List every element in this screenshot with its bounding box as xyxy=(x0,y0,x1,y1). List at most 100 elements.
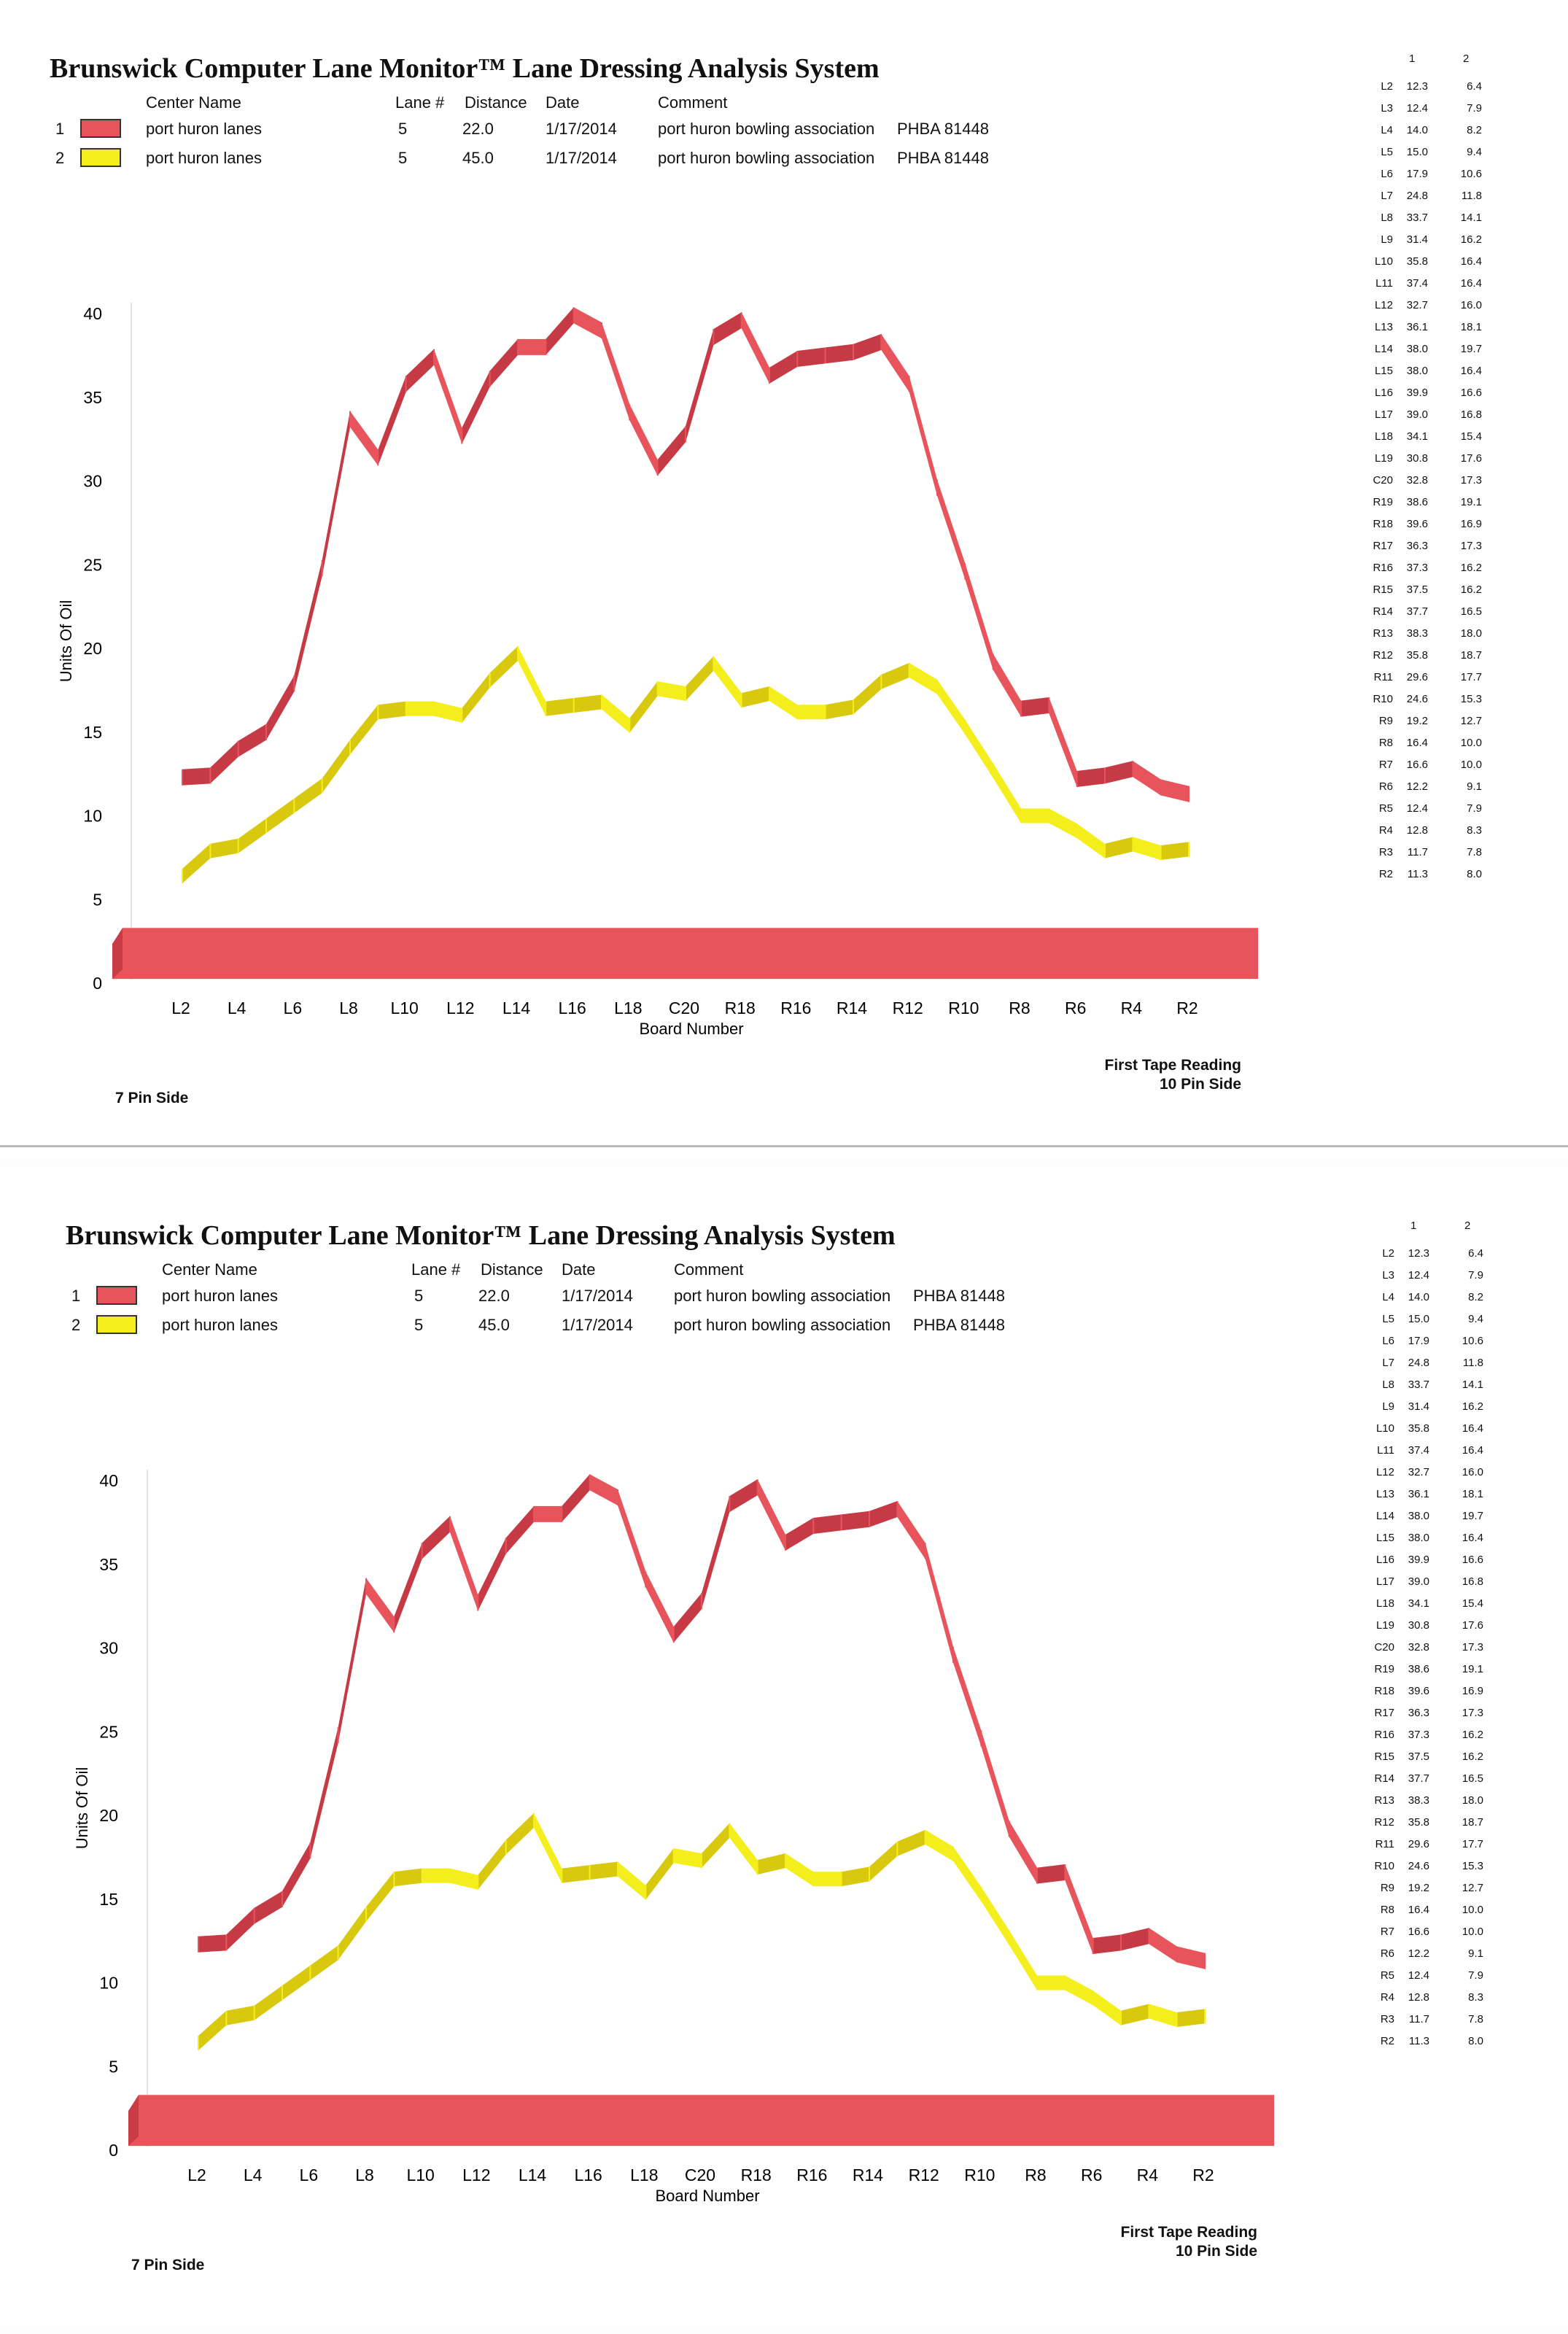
series-1-point xyxy=(1204,1953,1206,1969)
series-1-segment xyxy=(925,1543,953,1663)
series-1-segment xyxy=(1176,1946,1205,1969)
series-1-point xyxy=(561,1505,563,1522)
series-2-point xyxy=(1064,1975,1066,1990)
series-2-point xyxy=(282,1985,283,2001)
series-2-segment xyxy=(338,1907,366,1961)
row-comment: port huron bowling association xyxy=(658,149,875,167)
series-1-point xyxy=(517,338,519,355)
series-1-point xyxy=(461,427,463,444)
y-tick-label: 5 xyxy=(109,2057,118,2076)
table-value-1: 16.6 xyxy=(1406,759,1428,771)
table-value-2: 19.1 xyxy=(1462,1663,1483,1675)
series-2-segment xyxy=(741,686,769,708)
y-tick-label: 25 xyxy=(83,555,102,574)
table-board: R17 xyxy=(1374,1707,1394,1719)
table-board: R7 xyxy=(1378,759,1393,771)
series-1-segment xyxy=(378,376,406,466)
series-2-point xyxy=(517,645,519,661)
series-1-segment xyxy=(338,1578,366,1743)
series-2-segment xyxy=(897,1829,925,1856)
series-2-segment xyxy=(394,1868,422,1887)
table-value-2: 8.2 xyxy=(1468,1291,1483,1303)
series-1-point xyxy=(840,1514,842,1531)
table-value-1: 16.4 xyxy=(1406,737,1428,749)
series-2-segment xyxy=(1176,2009,1205,2027)
series-1-point xyxy=(740,312,742,329)
series-1-segment xyxy=(294,559,322,692)
table-value-1: 24.8 xyxy=(1406,190,1428,202)
table-board: L18 xyxy=(1374,430,1393,443)
series-2-segment xyxy=(405,701,434,716)
table-value-2: 16.4 xyxy=(1462,1532,1483,1544)
series-1-segment xyxy=(853,334,882,360)
x-tick-label: L18 xyxy=(630,2166,658,2184)
table-board: R10 xyxy=(1374,1860,1394,1872)
series-1-point xyxy=(756,1479,758,1496)
row-lane: 5 xyxy=(398,149,408,167)
x-tick-label: R8 xyxy=(1009,999,1030,1017)
series-1-point xyxy=(685,426,686,443)
row-lane: 5 xyxy=(398,120,408,138)
y-tick-label: 35 xyxy=(99,1555,118,1574)
x-tick-label: L12 xyxy=(462,2166,490,2184)
pin-side-left: 7 Pin Side xyxy=(115,1090,189,1106)
series-2-point xyxy=(601,694,602,710)
series-1-point xyxy=(449,1516,451,1532)
x-tick-label: R6 xyxy=(1065,999,1086,1017)
table-value-1: 12.4 xyxy=(1408,1969,1429,1982)
series-2-point xyxy=(198,2036,199,2051)
table-board: L13 xyxy=(1374,321,1393,333)
table-value-2: 8.3 xyxy=(1467,824,1482,837)
table-value-1: 36.1 xyxy=(1406,321,1428,333)
series-2-segment xyxy=(573,694,602,713)
series-2-segment xyxy=(1065,1975,1093,2006)
table-value-1: 35.8 xyxy=(1408,1816,1429,1829)
series-1-point xyxy=(1104,767,1106,784)
series-2-ribbon xyxy=(198,1812,1206,2051)
table-board: R14 xyxy=(1374,1772,1394,1785)
table-board: R13 xyxy=(1374,1794,1394,1807)
series-1-point xyxy=(545,338,547,355)
x-tick-label: R12 xyxy=(893,999,923,1017)
row-date: 1/17/2014 xyxy=(562,1316,633,1334)
y-tick-label: 10 xyxy=(99,1974,118,1993)
table-board: L11 xyxy=(1375,277,1393,290)
table-value-2: 18.1 xyxy=(1460,321,1482,333)
series-1-segment xyxy=(741,312,769,384)
table-value-2: 17.6 xyxy=(1462,1619,1483,1632)
y-tick-label: 25 xyxy=(99,1722,118,1741)
series-1-point xyxy=(869,1511,870,1527)
y-tick-label: 0 xyxy=(109,2141,118,2160)
series-2-point xyxy=(1104,843,1106,858)
x-tick-label: L2 xyxy=(171,999,190,1017)
table-board: L10 xyxy=(1374,255,1393,268)
header-distance: Distance xyxy=(481,1260,543,1279)
y-axis-label: Units Of Oil xyxy=(73,1767,91,1849)
series-1-segment xyxy=(310,1726,338,1859)
row-index: 1 xyxy=(71,1287,81,1305)
row-index: 2 xyxy=(55,149,65,167)
table-value-1: 19.2 xyxy=(1408,1882,1429,1894)
series-2-point xyxy=(253,2005,255,2020)
table-value-2: 14.1 xyxy=(1462,1379,1483,1391)
series-1-point xyxy=(1148,1928,1150,1945)
table-value-1: 35.8 xyxy=(1406,649,1428,662)
row-index: 1 xyxy=(55,120,65,138)
x-tick-label: L8 xyxy=(355,2166,374,2184)
table-board: L5 xyxy=(1381,146,1393,158)
series-1-point xyxy=(393,1616,395,1633)
table-value-1: 30.8 xyxy=(1408,1619,1429,1632)
report-page-1: Brunswick Computer Lane Monitor™ Lane Dr… xyxy=(0,0,1568,1160)
series-1-segment xyxy=(1049,697,1077,788)
series-1-point xyxy=(853,344,854,360)
series-1-point xyxy=(701,1593,702,1610)
series-1-segment xyxy=(562,1474,590,1522)
series-2-point xyxy=(182,869,183,884)
legend-swatch xyxy=(96,1315,137,1334)
table-value-1: 37.4 xyxy=(1408,1444,1429,1457)
series-2-segment xyxy=(294,778,322,813)
series-1-segment xyxy=(797,347,826,367)
table-board: L10 xyxy=(1375,1422,1394,1435)
series-1-point xyxy=(265,724,267,740)
series-2-segment xyxy=(937,679,966,734)
